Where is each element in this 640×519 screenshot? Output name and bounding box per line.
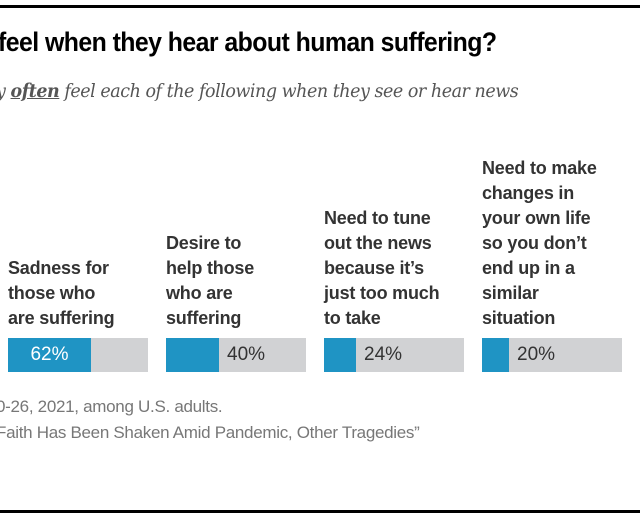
chart-subtitle: y often feel each of the following when … (0, 80, 519, 102)
bar (8, 338, 91, 372)
category-label: Desire to help those who are suffering (166, 233, 255, 328)
bar (166, 338, 219, 372)
bar-track: 40% (166, 338, 306, 372)
category-label-wrap: Need to make changes in your own life so… (482, 140, 640, 331)
subtitle-suffix: feel each of the following when they see… (59, 80, 519, 102)
data-label: 24% (364, 344, 403, 365)
bar (324, 338, 356, 372)
bar (482, 338, 509, 372)
category-label-wrap: Desire to help those who are suffering (166, 140, 326, 331)
bar-track: 24% (324, 338, 464, 372)
data-label: 62% (30, 344, 69, 365)
source-note: 0-26, 2021, among U.S. adults. (0, 397, 223, 416)
category-label: Need to make changes in your own life so… (482, 158, 597, 328)
bar-track: 62% (8, 338, 148, 372)
data-label: 40% (227, 344, 266, 365)
bar-track: 20% (482, 338, 622, 372)
subtitle-emphasis: often (10, 80, 60, 102)
category-label: Sadness for those who are suffering (8, 258, 115, 328)
chart-title: feel when they hear about human sufferin… (0, 27, 497, 57)
top-rule (0, 5, 640, 8)
category-label-wrap: Sadness for those who are suffering (8, 140, 168, 331)
bottom-rule (0, 510, 640, 513)
data-label: 20% (517, 344, 556, 365)
category-label: Need to tune out the news because it’s j… (324, 208, 440, 328)
source-citation: Faith Has Been Shaken Amid Pandemic, Oth… (0, 423, 420, 442)
category-label-wrap: Need to tune out the news because it’s j… (324, 140, 484, 331)
subtitle-prefix: y (0, 80, 11, 102)
